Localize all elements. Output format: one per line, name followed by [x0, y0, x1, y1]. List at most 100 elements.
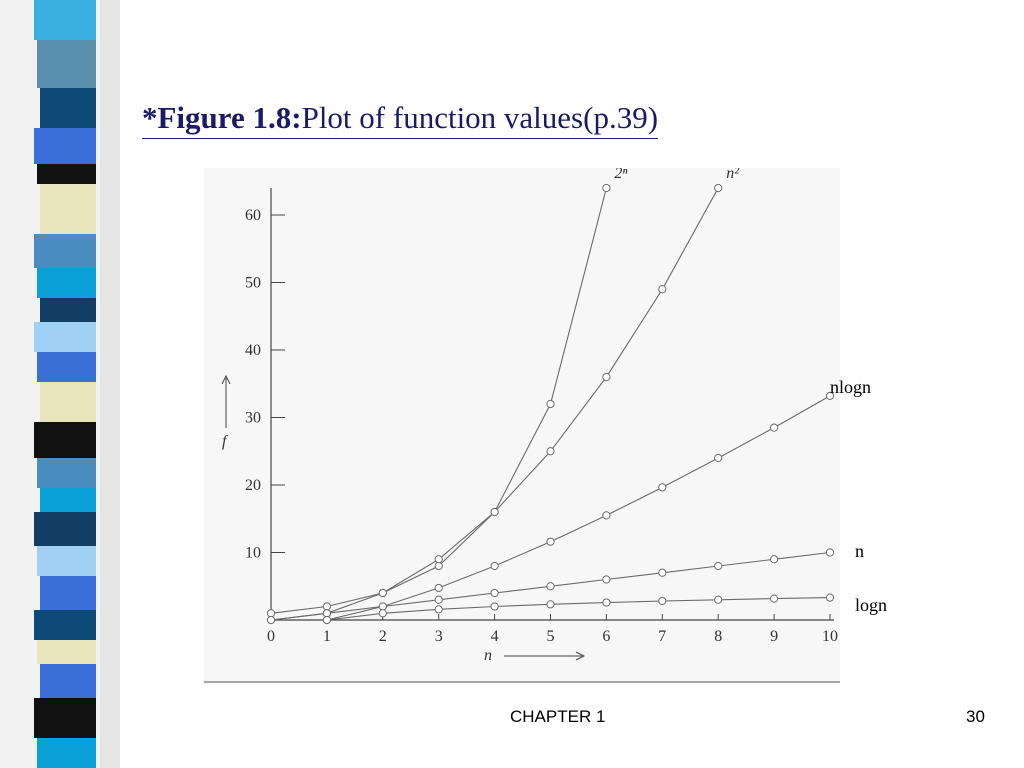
x-tick-label: 0 [267, 628, 275, 645]
y-tick-label: 40 [245, 342, 261, 359]
x-tick-label: 8 [714, 628, 722, 645]
series-3 [266, 548, 835, 625]
stripe-segment [37, 640, 96, 664]
data-point [322, 602, 332, 611]
y-tick-label: 20 [245, 477, 261, 494]
x-axis-arrowhead [575, 651, 586, 661]
y-tick-label: 10 [245, 545, 261, 562]
stripe-segment [34, 610, 96, 640]
title-figure-label: *Figure 1.8: [142, 100, 302, 135]
data-point [658, 483, 667, 492]
data-point [322, 615, 332, 625]
data-point [658, 596, 667, 606]
data-point [770, 555, 779, 564]
data-point [546, 447, 555, 456]
x-tick-label: 2 [379, 628, 387, 645]
y-tick-label: 30 [245, 410, 261, 427]
data-point [658, 568, 667, 577]
data-point [434, 595, 443, 604]
label-n: n [855, 541, 864, 561]
data-point [434, 555, 443, 564]
y-tick-label: 50 [245, 275, 261, 292]
data-point [266, 615, 276, 625]
stripe-segment [37, 164, 96, 184]
stripe-segment [34, 0, 96, 40]
data-point [602, 575, 611, 584]
stripe-shadow [100, 0, 120, 768]
data-point [490, 561, 499, 571]
series-line [326, 597, 831, 621]
data-point [602, 183, 611, 193]
data-point [322, 609, 332, 618]
slide-title: *Figure 1.8:Plot of function values(p.39… [142, 100, 659, 139]
label-logn: logn [855, 595, 888, 615]
data-point [714, 183, 723, 193]
series-line [326, 395, 831, 621]
data-point [825, 593, 835, 602]
data-point [770, 594, 779, 603]
stripe-segment [34, 234, 96, 268]
data-point [490, 507, 499, 517]
stripe-segment [34, 512, 96, 546]
series-1: n² [266, 168, 740, 625]
stripe-segment [37, 738, 96, 768]
data-point [770, 423, 779, 432]
x-tick-label: 4 [491, 628, 499, 645]
function-plot: 10 20 30 40 50 60 0 1 2 3 4 5 6 7 8 9 10 n f 2ⁿ n² [204, 168, 840, 684]
stripe-segment [34, 128, 96, 164]
page-number: 30 [966, 707, 985, 726]
stripe-segment [37, 458, 96, 488]
data-point [658, 285, 667, 294]
stripe-segment [40, 298, 96, 322]
decorative-stripe [0, 0, 120, 768]
x-axis-label: n [484, 647, 492, 664]
data-point [602, 372, 611, 382]
data-point [434, 561, 443, 571]
data-point [546, 537, 555, 546]
stripe-segment [34, 698, 96, 738]
data-point [714, 453, 723, 463]
stripe-segment [40, 576, 96, 610]
x-tick-label: 10 [822, 628, 838, 645]
data-point [825, 548, 835, 557]
stripe-segment [37, 352, 96, 382]
data-point [546, 399, 555, 409]
data-point [490, 588, 499, 598]
stripe-segment [34, 422, 96, 458]
stripe-segment [40, 664, 96, 698]
series-4 [322, 593, 835, 625]
label-nlogn: nlogn [830, 377, 872, 397]
x-tick-label: 1 [323, 628, 331, 645]
data-point [490, 602, 499, 611]
x-tick-label: 6 [602, 628, 610, 645]
stripe-segment [40, 488, 96, 512]
x-tick-label: 3 [435, 628, 443, 645]
data-point [378, 609, 387, 618]
stripe-segment [40, 88, 96, 128]
footer-chapter: CHAPTER 1 [510, 707, 606, 726]
data-point [714, 561, 723, 571]
stripe-segment [40, 382, 96, 422]
stripe-segment [37, 268, 96, 298]
y-axis-label: f [222, 433, 229, 450]
title-text: Plot of function values(p.39) [301, 100, 659, 135]
series-0: 2ⁿ [266, 168, 627, 618]
x-tick-label: 5 [547, 628, 555, 645]
data-point [546, 600, 555, 609]
data-point [602, 511, 611, 520]
y-axis-arrowhead [221, 374, 231, 385]
data-point [378, 602, 387, 611]
data-point [434, 583, 443, 593]
data-point [825, 391, 835, 400]
figure-background [204, 168, 840, 684]
y-tick-label: 60 [245, 207, 261, 224]
data-point [378, 588, 387, 598]
stripe-segment [34, 322, 96, 352]
data-point [714, 595, 723, 604]
data-point [434, 605, 443, 614]
data-point [266, 609, 276, 618]
series-label: 2ⁿ [614, 168, 627, 182]
stripe-segment [40, 184, 96, 234]
x-tick-label: 9 [770, 628, 778, 645]
data-point [602, 598, 611, 607]
